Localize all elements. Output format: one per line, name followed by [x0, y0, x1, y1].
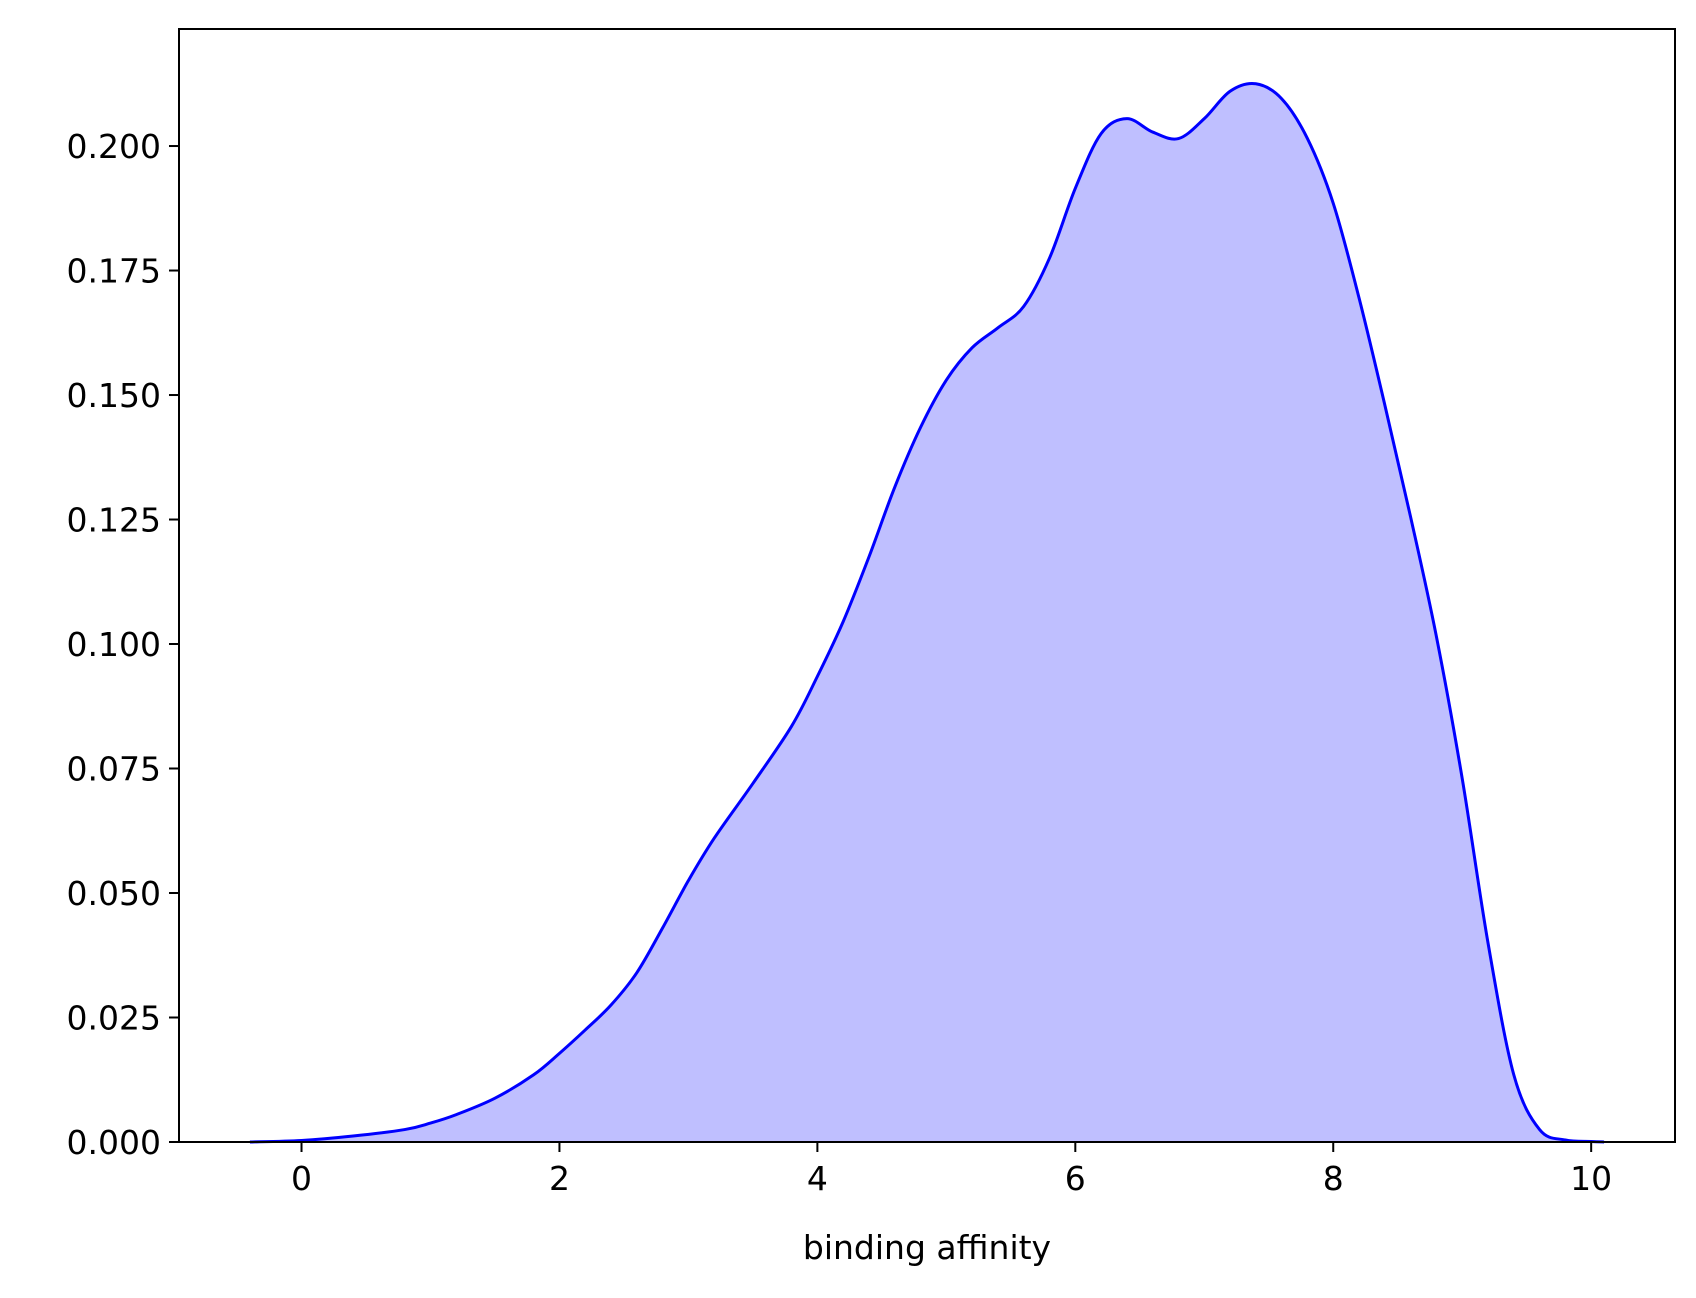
y-tick-label: 0.075: [67, 750, 161, 789]
x-tick-label: 4: [807, 1159, 828, 1198]
x-tick-label: 8: [1323, 1159, 1344, 1198]
y-tick-label: 0.100: [67, 625, 161, 664]
x-tick-label: 0: [291, 1159, 312, 1198]
x-tick-label: 10: [1570, 1159, 1612, 1198]
y-tick-label: 0.150: [67, 376, 161, 415]
y-tick-label: 0.200: [67, 127, 161, 166]
y-tick-label: 0.175: [67, 252, 161, 291]
y-tick-label: 0.125: [67, 501, 161, 540]
x-tick-label: 6: [1065, 1159, 1086, 1198]
axes-frame: [178, 28, 1676, 1143]
y-tick-label: 0.025: [67, 999, 161, 1038]
x-tick-label: 2: [549, 1159, 570, 1198]
density-area-0: [249, 83, 1605, 1142]
y-tick-label: 0.050: [67, 874, 161, 913]
density-line-0: [249, 82, 1605, 1144]
x-axis-title: binding affinity: [803, 1228, 1051, 1267]
y-tick-label: 0.000: [67, 1123, 161, 1162]
plot-area: [249, 82, 1605, 1144]
axis-ticks: 0 2 4 6 8 10 0.000 0.025 0.050 0.075 0.100 0.125 0.1…: [67, 127, 1613, 1198]
